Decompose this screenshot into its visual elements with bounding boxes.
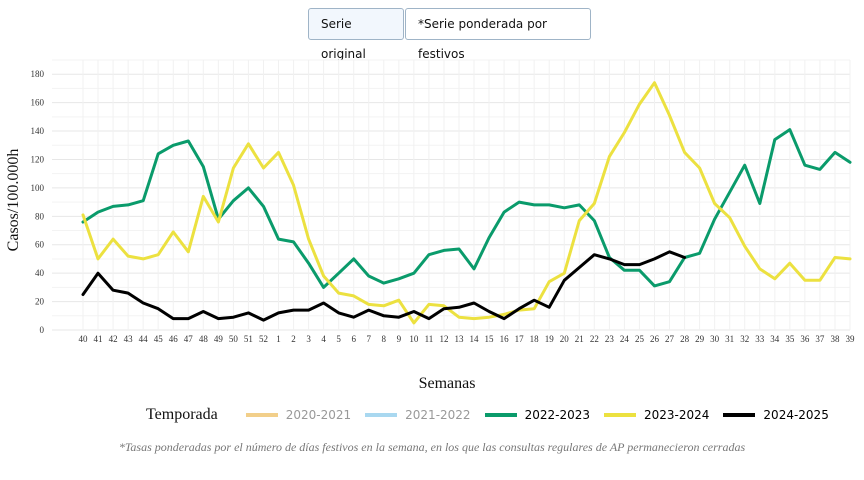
footnote: *Tasas ponderadas por el número de días … [118, 440, 746, 454]
x-tick-label: 39 [846, 334, 856, 344]
x-tick-label: 49 [214, 334, 224, 344]
x-tick-label: 2 [291, 334, 296, 344]
x-tick-label: 45 [154, 334, 164, 344]
x-tick-label: 11 [425, 334, 434, 344]
y-tick-label: 40 [35, 268, 45, 278]
legend-item-2023-2024[interactable]: 2023-2024 [604, 408, 709, 422]
legend-label: 2021-2022 [405, 408, 471, 422]
y-axis-ticks: 0 20 40 60 80 100 120 140 160 180 [31, 69, 45, 335]
legend-item-2021-2022[interactable]: 2021-2022 [365, 408, 471, 422]
x-tick-label: 36 [800, 334, 810, 344]
x-tick-label: 41 [94, 334, 103, 344]
x-tick-label: 42 [109, 334, 118, 344]
x-tick-label: 14 [470, 334, 480, 344]
y-tick-label: 60 [35, 240, 45, 250]
series-line-2023-2024[interactable] [81, 81, 852, 325]
x-tick-label: 12 [439, 334, 448, 344]
legend-swatch [365, 413, 398, 417]
x-tick-label: 33 [755, 334, 765, 344]
series-lines [81, 81, 852, 325]
x-tick-label: 25 [635, 334, 645, 344]
legend-label: 2022-2023 [524, 408, 590, 422]
legend-swatch [604, 413, 636, 417]
x-tick-label: 52 [259, 334, 268, 344]
x-tick-label: 21 [575, 334, 584, 344]
y-tick-label: 160 [31, 98, 45, 108]
x-tick-label: 5 [336, 334, 341, 344]
legend-label: 2020-2021 [285, 408, 352, 422]
y-axis-label: Casos/100.000h [5, 149, 22, 252]
x-tick-label: 47 [184, 334, 194, 344]
series-line-2022-2023[interactable] [81, 128, 852, 289]
legend-swatch [245, 413, 278, 417]
x-tick-label: 43 [124, 334, 134, 344]
x-tick-label: 46 [169, 334, 179, 344]
x-tick-label: 17 [515, 334, 525, 344]
grid [52, 59, 851, 331]
x-tick-label: 50 [229, 334, 239, 344]
legend-item-2024-2025[interactable]: 2024-2025 [723, 408, 829, 422]
x-tick-label: 8 [382, 334, 387, 344]
x-axis-label: Semanas [419, 375, 476, 392]
x-tick-label: 44 [139, 334, 149, 344]
x-tick-label: 27 [665, 334, 675, 344]
x-tick-label: 13 [454, 334, 464, 344]
tab-original-series[interactable]: Serie original [308, 8, 404, 61]
x-tick-label: 16 [500, 334, 510, 344]
x-tick-label: 10 [409, 334, 419, 344]
x-tick-label: 30 [710, 334, 720, 344]
x-tick-label: 32 [740, 334, 749, 344]
y-tick-label: 20 [35, 297, 45, 307]
y-tick-label: 120 [31, 154, 45, 164]
x-tick-label: 28 [680, 334, 690, 344]
y-tick-label: 140 [31, 126, 45, 136]
x-tick-label: 3 [306, 334, 311, 344]
legend-swatch [723, 413, 756, 417]
legend-swatch [484, 413, 517, 417]
x-tick-label: 20 [560, 334, 570, 344]
x-tick-label: 4 [321, 334, 326, 344]
x-tick-label: 23 [605, 334, 615, 344]
y-tick-label: 80 [35, 211, 45, 221]
x-tick-label: 37 [815, 334, 825, 344]
series-line-2024-2025[interactable] [81, 250, 687, 322]
x-tick-label: 34 [770, 334, 780, 344]
y-tick-label: 100 [31, 183, 45, 193]
x-tick-label: 15 [485, 334, 495, 344]
legend-label: 2024-2025 [763, 408, 829, 422]
x-tick-label: 38 [830, 334, 840, 344]
x-tick-label: 18 [530, 334, 540, 344]
legend-item-2020-2021[interactable]: 2020-2021 [245, 408, 352, 422]
x-tick-label: 22 [590, 334, 599, 344]
x-tick-label: 40 [79, 334, 89, 344]
x-tick-label: 35 [785, 334, 795, 344]
x-tick-label: 51 [244, 334, 253, 344]
x-tick-label: 1 [276, 334, 281, 344]
x-tick-label: 24 [620, 334, 630, 344]
x-tick-label: 7 [366, 334, 371, 344]
x-tick-label: 31 [725, 334, 734, 344]
tab-weighted-series[interactable]: *Serie ponderada por festivos [405, 8, 591, 61]
y-tick-label: 0 [40, 325, 45, 335]
x-tick-label: 26 [650, 334, 660, 344]
legend-item-2022-2023[interactable]: 2022-2023 [484, 408, 590, 422]
legend: Temporada 2020-2021 2021-2022 2022-2023 … [146, 406, 843, 424]
x-tick-label: 48 [199, 334, 209, 344]
x-tick-label: 19 [545, 334, 555, 344]
legend-label: 2023-2024 [644, 408, 710, 422]
series-toggle: Serie original *Serie ponderada por fest… [308, 8, 591, 61]
x-tick-label: 29 [695, 334, 705, 344]
x-tick-label: 6 [351, 334, 356, 344]
x-axis-ticks: 40 41 42 43 44 45 46 47 48 49 50 51 52 1 2 3 4 5 6 7 8 9 10 11 1… [79, 334, 856, 344]
x-tick-label: 9 [397, 334, 402, 344]
legend-title: Temporada [146, 406, 218, 423]
y-tick-label: 180 [31, 69, 45, 79]
